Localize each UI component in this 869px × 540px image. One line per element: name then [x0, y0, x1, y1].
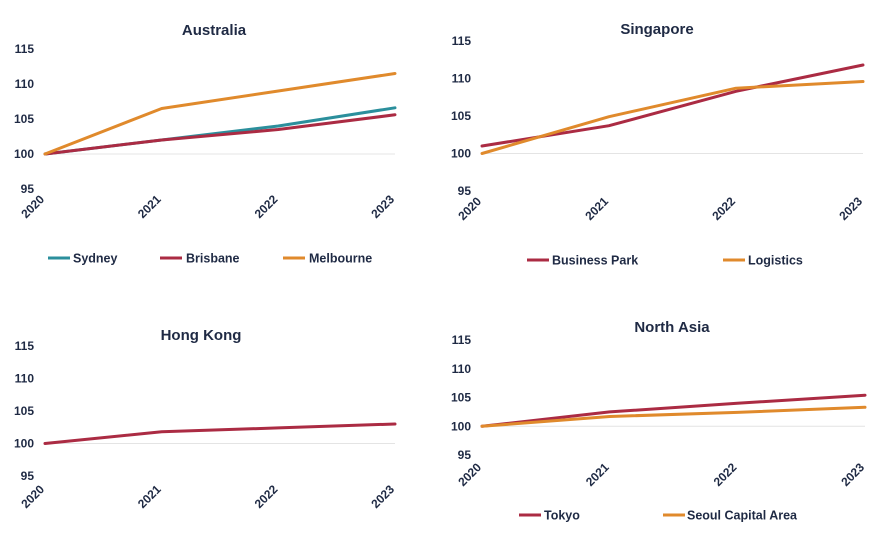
series-line-series [43, 422, 397, 445]
series-line-business-park [480, 63, 865, 148]
y-tick-label: 115 [452, 34, 472, 48]
series-line-logistics [480, 80, 865, 155]
y-tick-label: 105 [14, 112, 34, 126]
series-line-brisbane [43, 113, 397, 156]
y-tick-label: 95 [21, 182, 35, 196]
chart-hong-kong: Hong Kong 95 100 105 110 115 2020 2021 2022 2023 [0, 300, 435, 540]
x-tick-label: 2021 [582, 194, 611, 223]
x-tick-label: 2023 [368, 192, 397, 221]
legend-label: Brisbane [186, 252, 240, 266]
x-tick-label: 2020 [455, 460, 484, 489]
x-tick-label: 2022 [252, 192, 281, 221]
legend-label: Logistics [748, 254, 803, 268]
y-tick-label: 100 [451, 419, 471, 433]
x-tick-label: 2023 [838, 460, 867, 489]
y-tick-label: 105 [14, 404, 34, 418]
y-tick-label: 115 [452, 333, 472, 347]
y-tick-label: 110 [452, 362, 472, 376]
y-tick-label: 110 [15, 77, 35, 91]
y-tick-label: 105 [451, 391, 471, 405]
y-tick-label: 110 [452, 72, 472, 86]
y-tick-label: 105 [451, 109, 471, 123]
y-tick-label: 95 [21, 469, 35, 483]
chart-title: Hong Kong [161, 327, 242, 344]
x-tick-label: 2022 [709, 194, 738, 223]
y-tick-label: 95 [458, 448, 472, 462]
x-tick-label: 2020 [18, 192, 47, 221]
legend-label: Sydney [73, 252, 118, 266]
x-tick-label: 2022 [711, 460, 740, 489]
y-tick-label: 100 [451, 147, 471, 161]
legend-label: Seoul Capital Area [687, 509, 798, 523]
y-tick-label: 95 [458, 184, 472, 198]
x-tick-label: 2021 [583, 460, 612, 489]
chart-title: Australia [182, 22, 247, 39]
x-tick-label: 2021 [135, 482, 164, 511]
chart-singapore: Singapore 95 100 105 110 115 2020 2021 2022 2023 B… [435, 0, 869, 275]
chart-title: Singapore [620, 21, 693, 38]
x-tick-label: 2020 [18, 482, 47, 511]
y-tick-label: 100 [14, 437, 34, 451]
series-line-seoul-capital-area [480, 405, 867, 428]
series-line-melbourne [43, 72, 397, 156]
y-tick-label: 100 [14, 147, 34, 161]
series-line-tokyo [480, 393, 867, 428]
x-tick-label: 2020 [455, 194, 484, 223]
y-tick-label: 115 [15, 42, 35, 56]
y-tick-label: 110 [15, 372, 35, 386]
x-tick-label: 2022 [252, 482, 281, 511]
chart-australia: Australia 95 100 105 110 115 2020 2021 2022 2023 S… [0, 0, 435, 275]
x-tick-label: 2021 [135, 192, 164, 221]
y-tick-label: 115 [15, 339, 35, 353]
x-tick-label: 2023 [368, 482, 397, 511]
legend-label: Melbourne [309, 252, 372, 266]
legend-label: Tokyo [544, 509, 580, 523]
chart-title: North Asia [634, 319, 710, 336]
legend-label: Business Park [552, 254, 638, 268]
x-tick-label: 2023 [836, 194, 865, 223]
chart-north-asia: North Asia 95 100 105 110 115 2020 2021 2022 2023… [435, 300, 869, 540]
